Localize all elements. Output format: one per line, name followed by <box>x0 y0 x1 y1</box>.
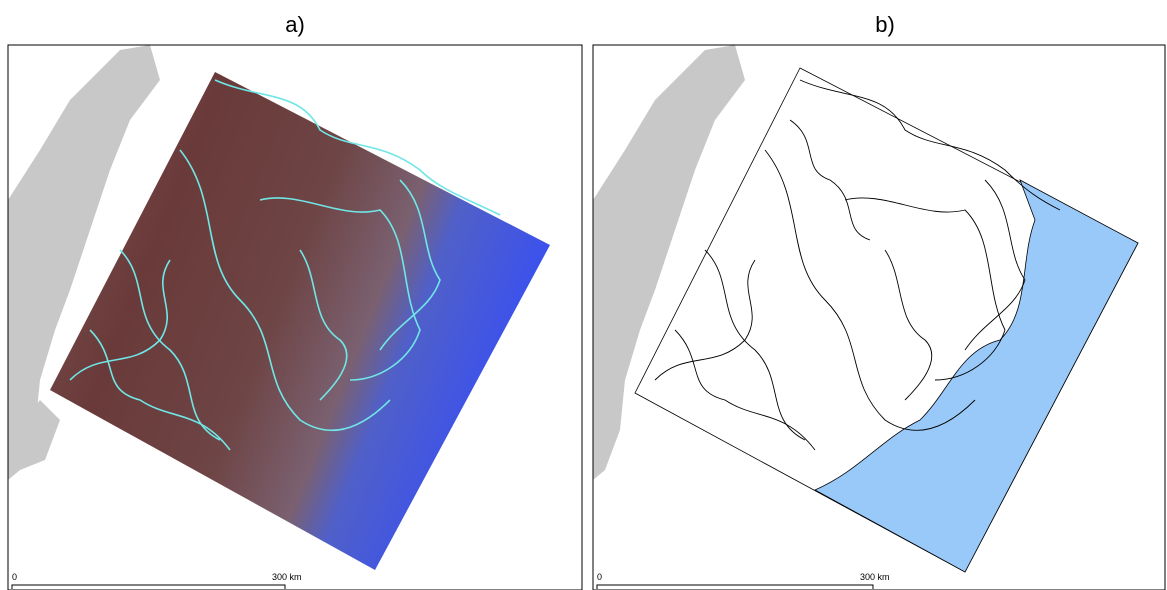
panel-label: b) <box>875 12 895 37</box>
scale-bar <box>12 585 285 589</box>
scale-label: 0 <box>597 572 602 582</box>
map-a <box>8 45 550 570</box>
panel-label: a) <box>285 12 305 37</box>
scale-label: 300 km <box>860 572 890 582</box>
figure: a) 0 300 km b) <box>0 0 1167 590</box>
scale-bar <box>597 585 873 589</box>
map-b <box>593 45 1138 572</box>
scale-label: 0 <box>12 572 17 582</box>
scale-label: 300 km <box>272 572 302 582</box>
satellite-image <box>50 72 550 570</box>
